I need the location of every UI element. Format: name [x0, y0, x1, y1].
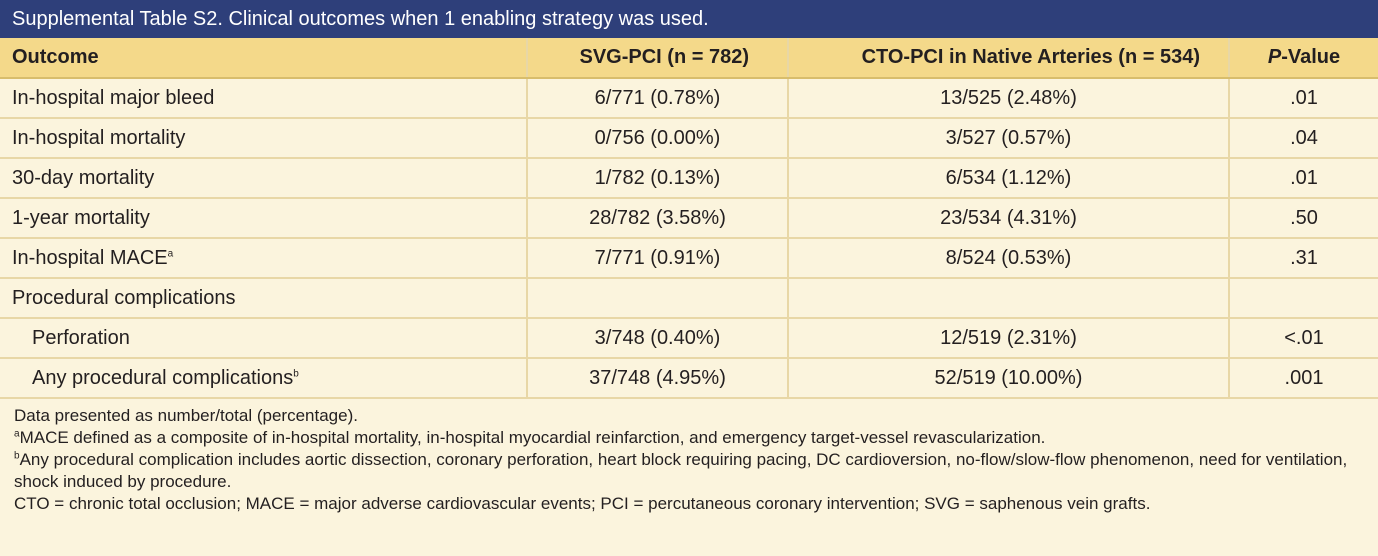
cell-cto-pci: 6/534 (1.12%) [788, 158, 1230, 199]
footnote-marker: b [293, 367, 299, 379]
cell-p-value [1229, 278, 1378, 319]
cell-svg-pci-text: 0/756 (0.00%) [594, 126, 721, 149]
cell-p-value-text: .001 [1284, 366, 1324, 389]
header-p-value: P-Value [1229, 38, 1378, 79]
header-svg-pci: SVG-PCI (n = 782) [527, 38, 789, 79]
cell-p-value-text: <.01 [1284, 326, 1324, 349]
p-italic: P [1267, 46, 1282, 68]
cell-cto-pci: 3/527 (0.57%) [788, 118, 1230, 159]
p-rest: -Value [1281, 46, 1341, 68]
cell-outcome: Procedural complications [0, 278, 528, 319]
cell-cto-pci-text: 52/519 (10.00%) [934, 366, 1083, 389]
cell-cto-pci-text: 23/534 (4.31%) [940, 206, 1077, 229]
cell-svg-pci-text: 1/782 (0.13%) [594, 166, 721, 189]
footnote-mace-text: MACE defined as a composite of in-hospit… [19, 428, 1046, 447]
cell-outcome: In-hospital mortality [0, 118, 528, 159]
cell-outcome-text: Perforation [32, 326, 130, 349]
cell-cto-pci-text: 3/527 (0.57%) [945, 126, 1072, 149]
cell-cto-pci-text: 12/519 (2.31%) [940, 326, 1077, 349]
header-cto-pci: CTO-PCI in Native Arteries (n = 534) [788, 38, 1230, 79]
cell-outcome: 30-day mortality [0, 158, 528, 199]
table-row: 1-year mortality 28/782 (3.58%) 23/534 (4.… [0, 198, 1378, 239]
cell-p-value-text: .01 [1290, 86, 1318, 109]
table-row: In-hospital mortality 0/756 (0.00%) 3/527 … [0, 118, 1378, 159]
cell-p-value: .50 [1229, 198, 1378, 239]
table-row: Any procedural complicationsb 37/748 (4.9… [0, 358, 1378, 399]
cell-svg-pci: 37/748 (4.95%) [527, 358, 789, 399]
cell-svg-pci [527, 278, 789, 319]
table-row: In-hospital MACEa 7/771 (0.91%) 8/524 (0.5… [0, 238, 1378, 279]
cell-p-value-text: .04 [1290, 126, 1318, 149]
cell-svg-pci: 6/771 (0.78%) [527, 78, 789, 119]
cell-outcome: In-hospital MACEa [0, 238, 528, 279]
cell-cto-pci: 12/519 (2.31%) [788, 318, 1230, 359]
footnote-complications-marker: b [14, 450, 20, 462]
table-title: Supplemental Table S2. Clinical outcomes… [0, 0, 1378, 38]
cell-svg-pci-text: 28/782 (3.58%) [589, 206, 726, 229]
cell-outcome-text: In-hospital MACE [12, 246, 168, 269]
cell-cto-pci-text: 8/524 (0.53%) [945, 246, 1072, 269]
footnote-mace-marker: a [14, 428, 20, 440]
footnote-mace: aMACE defined as a composite of in-hospi… [14, 427, 1366, 449]
cell-svg-pci-text: 3/748 (0.40%) [594, 326, 721, 349]
cell-svg-pci: 7/771 (0.91%) [527, 238, 789, 279]
cell-outcome-text: In-hospital major bleed [12, 86, 215, 109]
header-outcome: Outcome [0, 38, 528, 79]
cell-svg-pci: 28/782 (3.58%) [527, 198, 789, 239]
cell-p-value: .01 [1229, 78, 1378, 119]
cell-outcome-text: Any procedural complications [32, 366, 294, 389]
table-header-row: Outcome SVG-PCI (n = 782) CTO-PCI in Nat… [0, 38, 1378, 79]
cell-p-value-text: .50 [1290, 206, 1318, 229]
cell-cto-pci: 8/524 (0.53%) [788, 238, 1230, 279]
cell-outcome: In-hospital major bleed [0, 78, 528, 119]
footnote-complications-text: Any procedural complication includes aor… [14, 450, 1348, 491]
cell-p-value: .31 [1229, 238, 1378, 279]
cell-p-value-text: .01 [1290, 166, 1318, 189]
table-row: Perforation 3/748 (0.40%) 12/519 (2.31%) <.… [0, 318, 1378, 359]
cell-outcome: Any procedural complicationsb [0, 358, 528, 399]
cell-svg-pci-text: 7/771 (0.91%) [594, 246, 721, 269]
footnote-data-format: Data presented as number/total (percenta… [14, 406, 358, 425]
footnote-marker: a [167, 247, 174, 259]
cell-p-value-text: .31 [1290, 246, 1318, 269]
table-row: Procedural complications [0, 278, 1378, 319]
cell-svg-pci: 1/782 (0.13%) [527, 158, 789, 199]
table-row: 30-day mortality 1/782 (0.13%) 6/534 (1.12… [0, 158, 1378, 199]
outcomes-table: Outcome SVG-PCI (n = 782) CTO-PCI in Nat… [0, 38, 1378, 399]
cell-cto-pci [788, 278, 1230, 319]
cell-p-value: <.01 [1229, 318, 1378, 359]
cell-outcome-text: 30-day mortality [12, 166, 155, 189]
cell-svg-pci: 0/756 (0.00%) [527, 118, 789, 159]
cell-cto-pci: 52/519 (10.00%) [788, 358, 1230, 399]
table-footnotes: Data presented as number/total (percenta… [0, 399, 1378, 515]
cell-outcome: Perforation [0, 318, 528, 359]
cell-svg-pci-text: 6/771 (0.78%) [594, 86, 721, 109]
cell-cto-pci: 23/534 (4.31%) [788, 198, 1230, 239]
cell-p-value: .01 [1229, 158, 1378, 199]
cell-outcome-text: In-hospital mortality [12, 126, 186, 149]
table-body: In-hospital major bleed 6/771 (0.78%) 13/5… [0, 78, 1378, 399]
cell-p-value: .04 [1229, 118, 1378, 159]
cell-cto-pci-text: 13/525 (2.48%) [940, 86, 1077, 109]
cell-p-value: .001 [1229, 358, 1378, 399]
cell-cto-pci: 13/525 (2.48%) [788, 78, 1230, 119]
cell-outcome-text: Procedural complications [12, 286, 236, 309]
cell-cto-pci-text: 6/534 (1.12%) [945, 166, 1072, 189]
cell-outcome: 1-year mortality [0, 198, 528, 239]
table-row: In-hospital major bleed 6/771 (0.78%) 13/5… [0, 78, 1378, 119]
footnote-complications: bAny procedural complication includes ao… [14, 449, 1366, 493]
footnote-abbreviations: CTO = chronic total occlusion; MACE = ma… [14, 494, 1151, 513]
cell-svg-pci: 3/748 (0.40%) [527, 318, 789, 359]
cell-svg-pci-text: 37/748 (4.95%) [589, 366, 726, 389]
cell-outcome-text: 1-year mortality [12, 206, 150, 229]
